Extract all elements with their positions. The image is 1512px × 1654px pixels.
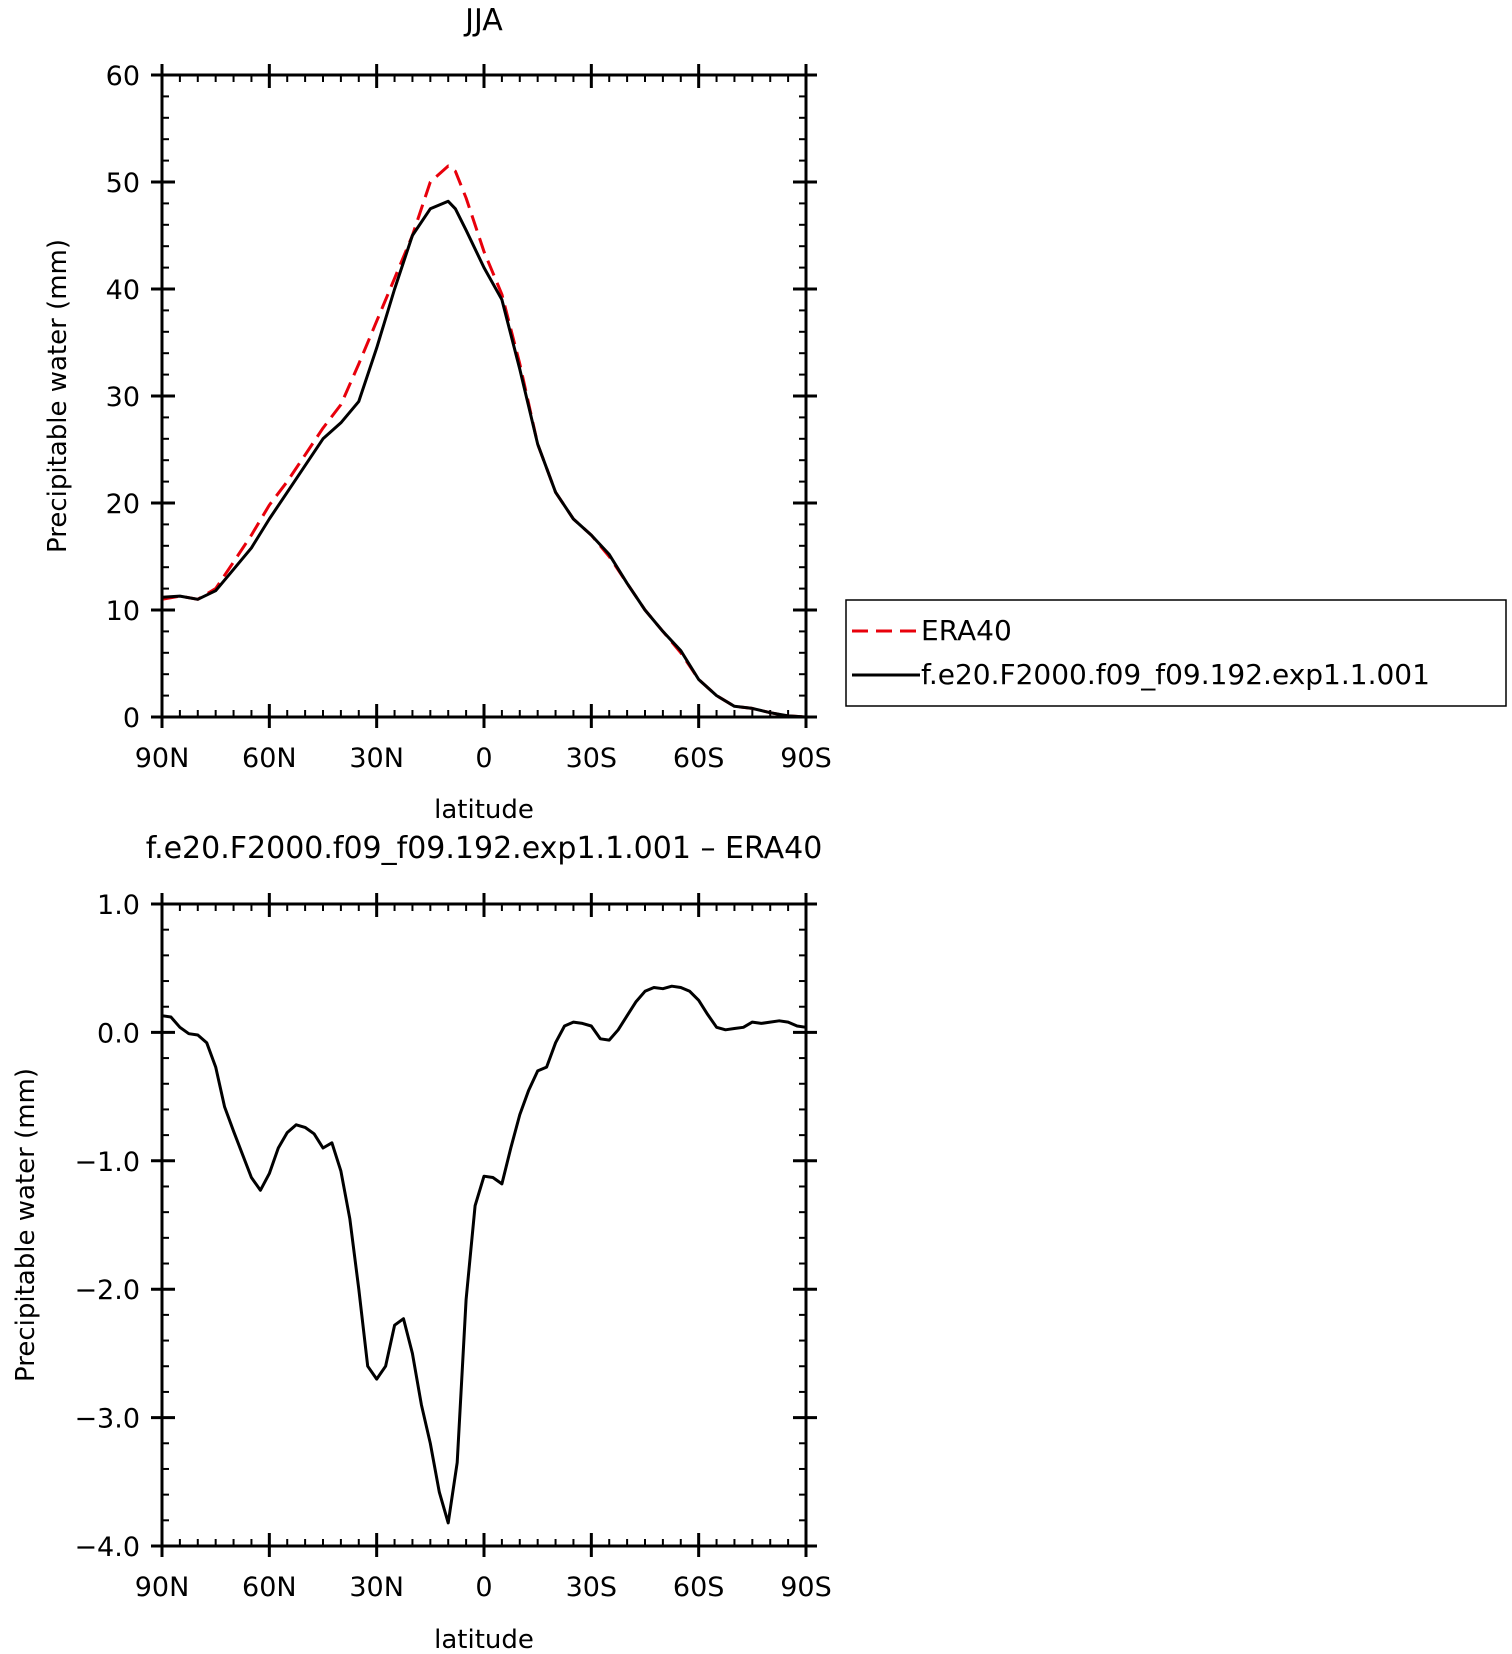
x-tick-label: 30S [566,743,618,774]
x-tick-label: 90N [135,743,190,774]
difference-panel-x-axis-label: latitude [434,1625,534,1654]
x-tick-label: 60N [242,1572,297,1603]
difference-panel-major-ticks [151,893,817,1557]
y-tick-label: 20 [106,489,140,520]
mean-panel-x-axis-label: latitude [434,795,534,825]
x-tick-label: 60S [673,1572,725,1603]
mean-panel-minor-ticks [162,74,806,718]
mean-panel-major-ticks [151,64,817,728]
y-tick-label: 50 [106,168,140,199]
difference-panel-title: f.e20.F2000.f09_f09.192.exp1.1.001 – ERA… [146,831,823,866]
mean-panel-y-tick-labels: 0 10 20 30 40 50 60 [106,61,140,734]
y-tick-label: −3.0 [74,1404,140,1435]
x-tick-label: 0 [475,743,492,774]
y-tick-label: 60 [106,61,140,92]
x-tick-label: 60N [242,743,297,774]
difference-panel-minor-ticks [162,903,806,1547]
difference-panel-y-axis-label: Precipitable water (mm) [11,1068,41,1382]
y-tick-label: 30 [106,382,140,413]
x-tick-label: 90S [780,743,832,774]
difference-panel-frame [160,902,808,1548]
mean-panel-series-line-0 [161,164,807,719]
y-tick-label: −1.0 [74,1147,140,1178]
mean-panel-series-line-1 [161,199,807,719]
mean-panel-title: JJA [463,3,503,38]
x-tick-label: 30S [566,1572,618,1603]
mean-panel-series [161,164,807,719]
y-tick-label: 0.0 [97,1018,140,1049]
difference-panel: f.e20.F2000.f09_f09.192.exp1.1.001 – ERA… [11,831,832,1654]
difference-panel-x-tick-labels: 90N 60N 30N 0 30S 60S 90S [135,1572,832,1603]
y-tick-label: 40 [106,275,140,306]
mean-panel-frame [160,73,808,719]
difference-panel-series-line-0 [161,984,807,1525]
legend-label-model: f.e20.F2000.f09_f09.192.exp1.1.001 [921,658,1430,691]
x-tick-label: 60S [673,743,725,774]
difference-panel-series [161,984,807,1525]
y-tick-label: −2.0 [74,1275,140,1306]
y-tick-label: −4.0 [74,1532,140,1563]
x-tick-label: 0 [475,1572,492,1603]
difference-panel-y-tick-labels: −4.0 −3.0 −2.0 −1.0 0.0 1.0 [74,890,140,1563]
x-tick-label: 90S [780,1572,832,1603]
legend: ERA40 f.e20.F2000.f09_f09.192.exp1.1.001 [845,599,1507,707]
legend-box [845,599,1507,707]
mean-panel-y-axis-label: Precipitable water (mm) [43,239,73,553]
x-tick-label: 30N [349,1572,404,1603]
x-tick-label: 90N [135,1572,190,1603]
y-tick-label: 1.0 [97,890,140,921]
y-tick-label: 0 [123,703,140,734]
y-tick-label: 10 [106,596,140,627]
legend-label-era40: ERA40 [921,614,1012,647]
mean-panel-x-tick-labels: 90N 60N 30N 0 30S 60S 90S [135,743,832,774]
x-tick-label: 30N [349,743,404,774]
mean-panel: JJA 0 10 20 30 40 50 60 90N 60N 30N 0 30S 60S 90S la… [43,3,832,825]
